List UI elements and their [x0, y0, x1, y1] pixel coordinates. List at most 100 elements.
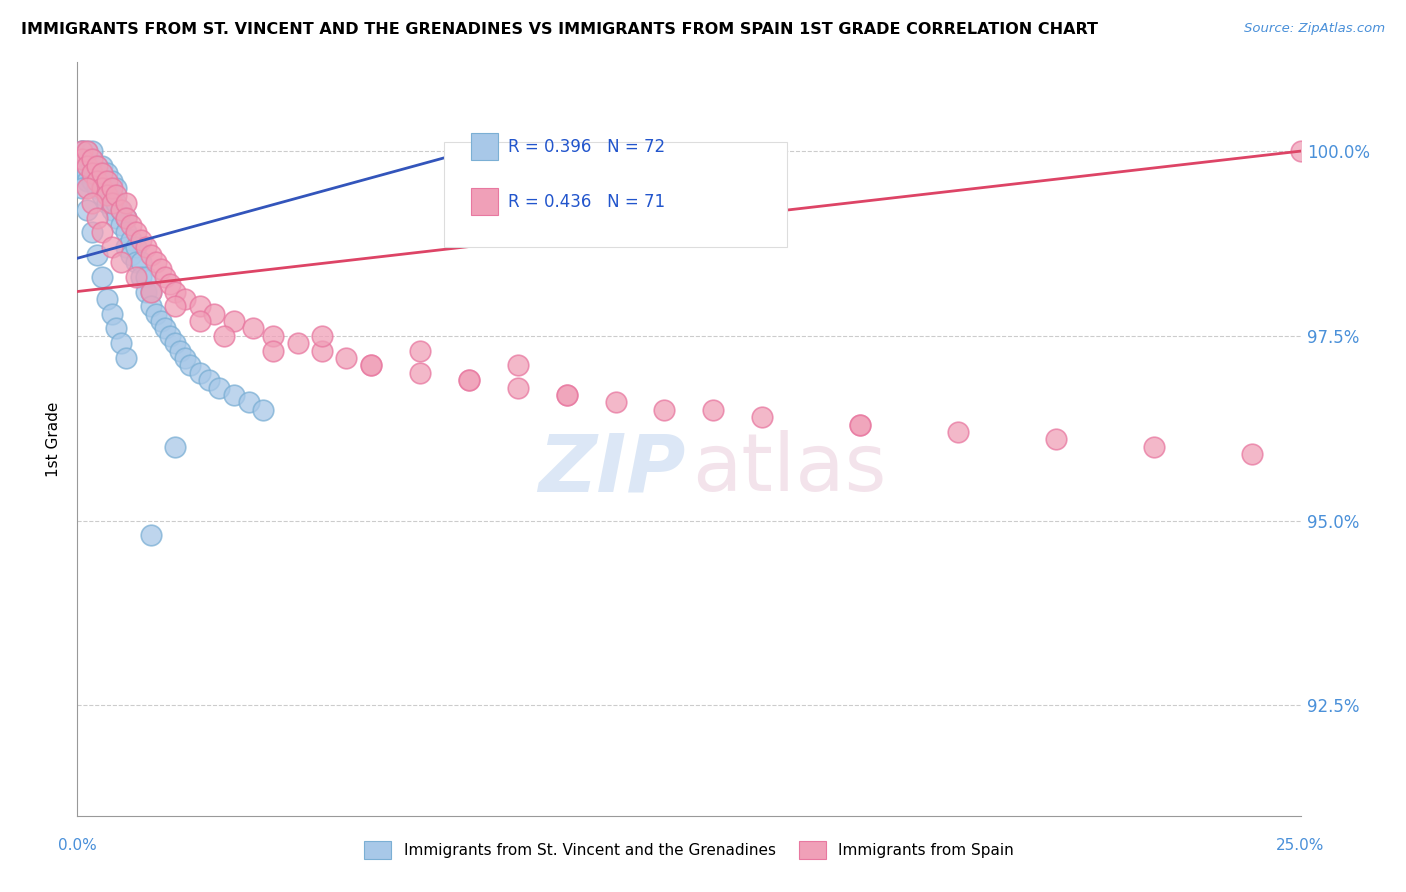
Point — [129, 255, 152, 269]
Point — [76, 144, 98, 158]
Point — [76, 181, 98, 195]
Point — [86, 174, 108, 188]
Point — [115, 211, 138, 225]
Point — [125, 269, 148, 284]
Point — [849, 417, 872, 432]
Point — [105, 188, 128, 202]
Point — [86, 174, 108, 188]
Point — [76, 174, 98, 188]
Point — [80, 144, 103, 158]
Point — [90, 226, 112, 240]
Point — [409, 343, 432, 358]
Point — [120, 233, 142, 247]
Point — [139, 299, 162, 313]
Y-axis label: 1st Grade: 1st Grade — [46, 401, 62, 477]
Point — [86, 159, 108, 173]
Point — [80, 195, 103, 210]
Point — [115, 351, 138, 365]
Point — [115, 240, 138, 254]
Point — [80, 174, 103, 188]
Point — [174, 351, 197, 365]
Point — [96, 181, 118, 195]
Point — [115, 195, 138, 210]
Point — [457, 373, 479, 387]
Point — [90, 159, 112, 173]
Text: 25.0%: 25.0% — [1277, 838, 1324, 854]
Point — [76, 203, 98, 218]
Bar — [471, 188, 498, 216]
Point — [76, 159, 98, 173]
Point — [145, 255, 167, 269]
Text: 0.0%: 0.0% — [58, 838, 97, 854]
Point — [135, 269, 157, 284]
Point — [849, 417, 872, 432]
Point — [179, 359, 201, 373]
Point — [90, 166, 112, 180]
Point — [129, 233, 152, 247]
Point — [506, 381, 529, 395]
Point — [100, 307, 122, 321]
Point — [360, 359, 382, 373]
Point — [169, 343, 191, 358]
Point — [70, 159, 93, 173]
Point — [946, 425, 969, 439]
Point — [165, 299, 187, 313]
Point — [76, 144, 98, 158]
Point — [76, 152, 98, 166]
Point — [159, 277, 181, 292]
Point — [125, 226, 148, 240]
Point — [76, 159, 98, 173]
Point — [100, 188, 122, 202]
Point — [135, 240, 157, 254]
Point — [188, 366, 211, 380]
Point — [165, 285, 187, 299]
Point — [90, 174, 112, 188]
Point — [311, 343, 333, 358]
Point — [96, 292, 118, 306]
Point — [287, 336, 309, 351]
Text: ZIP: ZIP — [538, 431, 685, 508]
Point — [751, 410, 773, 425]
Point — [555, 388, 578, 402]
Point — [222, 314, 245, 328]
Point — [252, 402, 274, 417]
Point — [202, 307, 225, 321]
Point — [262, 343, 284, 358]
Text: R = 0.436   N = 71: R = 0.436 N = 71 — [508, 193, 665, 211]
Point — [105, 181, 128, 195]
Point — [165, 336, 187, 351]
Point — [311, 329, 333, 343]
Legend: Immigrants from St. Vincent and the Grenadines, Immigrants from Spain: Immigrants from St. Vincent and the Gren… — [357, 835, 1021, 865]
Point — [80, 226, 103, 240]
Point — [100, 203, 122, 218]
Point — [1240, 447, 1263, 461]
Point — [135, 285, 157, 299]
Text: IMMIGRANTS FROM ST. VINCENT AND THE GRENADINES VS IMMIGRANTS FROM SPAIN 1ST GRAD: IMMIGRANTS FROM ST. VINCENT AND THE GREN… — [21, 22, 1098, 37]
Bar — [471, 133, 498, 161]
Point — [702, 402, 724, 417]
Point — [70, 166, 93, 180]
Point — [555, 388, 578, 402]
Point — [70, 152, 93, 166]
Text: R = 0.396   N = 72: R = 0.396 N = 72 — [508, 138, 665, 156]
Point — [159, 329, 181, 343]
Point — [80, 159, 103, 173]
Point — [70, 152, 93, 166]
Point — [96, 195, 118, 210]
Point — [1289, 144, 1312, 158]
Point — [120, 247, 142, 261]
Point — [100, 195, 122, 210]
Text: Source: ZipAtlas.com: Source: ZipAtlas.com — [1244, 22, 1385, 36]
Point — [70, 181, 93, 195]
Point — [96, 188, 118, 202]
Point — [86, 211, 108, 225]
Point — [90, 181, 112, 195]
Point — [165, 440, 187, 454]
Point — [208, 381, 231, 395]
Text: atlas: atlas — [693, 431, 887, 508]
Point — [262, 329, 284, 343]
Point — [139, 247, 162, 261]
Point — [70, 144, 93, 158]
Point — [115, 226, 138, 240]
Point — [70, 144, 93, 158]
